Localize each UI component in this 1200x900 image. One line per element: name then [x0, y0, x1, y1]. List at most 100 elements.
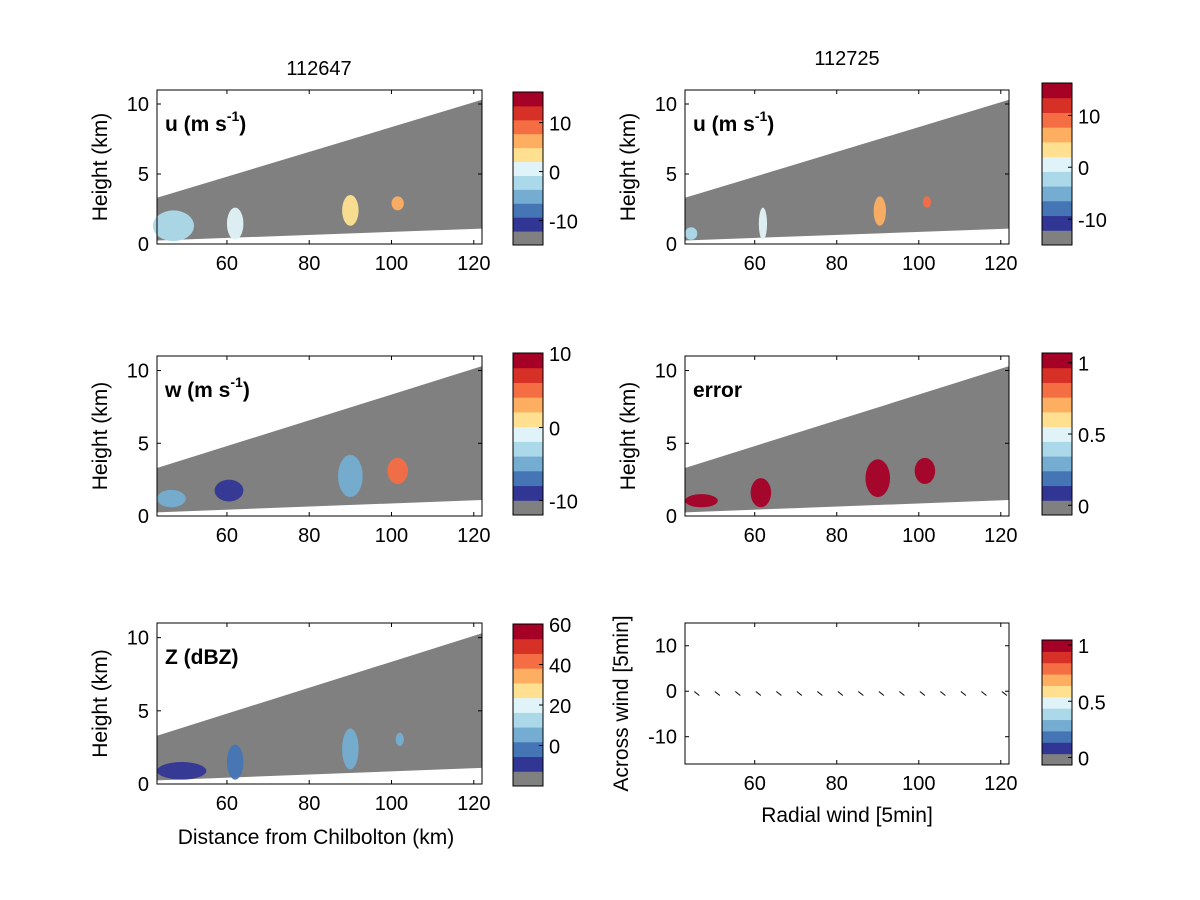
x-tick-label: 100: [375, 253, 408, 275]
wind-arrow: [878, 691, 885, 696]
colorbar-segment: [1042, 141, 1072, 158]
colorbar-segment: [1042, 441, 1072, 457]
y-tick-label: 0: [138, 506, 149, 528]
colorbar-segment: [1042, 730, 1072, 743]
axes-box: [156, 89, 483, 245]
colorbar-segment: [513, 382, 543, 398]
axes-box: [156, 355, 483, 517]
colorbar-segment: [513, 771, 543, 787]
x-tick-label: 120: [984, 253, 1017, 275]
echo-feature: [758, 207, 768, 240]
y-tick-label: 5: [138, 701, 149, 723]
x-tick-label: 100: [902, 525, 935, 547]
panel-label: u (m s-1): [165, 108, 246, 136]
colorbar-tick-label: 1: [1078, 354, 1089, 376]
echo-feature: [157, 762, 207, 780]
y-tick-label: 0: [666, 681, 677, 703]
colorbar-segment: [1042, 112, 1072, 128]
colorbar-segment: [1042, 456, 1072, 472]
wind-arrow: [796, 691, 803, 696]
colorbar-segment: [1042, 186, 1072, 202]
y-tick-label: 5: [138, 433, 149, 455]
colorbar-tick-label: 0: [1078, 496, 1089, 518]
axes-box: [684, 355, 1010, 517]
echo-feature: [387, 457, 408, 484]
y-tick-label: -10: [648, 727, 677, 749]
colorbar-tick-label: 10: [549, 344, 571, 366]
colorbar-segment: [513, 203, 543, 218]
wind-arrow: [1001, 691, 1008, 696]
colorbar-segment: [513, 161, 543, 176]
panel-label: error: [693, 379, 742, 402]
panel-label-superscript: -1: [755, 108, 768, 124]
colorbar-segment: [513, 353, 543, 369]
y-tick-label: 10: [655, 94, 677, 116]
y-tick-label: 0: [138, 774, 149, 796]
echo-feature: [214, 479, 244, 502]
wind-arrow: [693, 691, 700, 696]
y-axis-label: Height (km): [89, 113, 112, 222]
y-tick-label: 5: [666, 164, 677, 186]
x-tick-label: 60: [744, 253, 766, 275]
plot-title-left: 112647: [286, 58, 351, 80]
colorbar-segment: [1042, 708, 1072, 721]
colorbar-segment: [513, 500, 543, 516]
echo-feature: [873, 196, 886, 226]
panel-label-text: u (m s: [693, 113, 755, 136]
echo-feature: [226, 207, 244, 240]
colorbar-tick-label: 10: [1078, 106, 1100, 128]
colorbar-segment: [513, 133, 543, 149]
colorbar-tick-label: 0.5: [1078, 425, 1106, 447]
colorbar-tick-label: 0: [1078, 749, 1089, 771]
wind-arrow: [837, 691, 844, 696]
colorbar-tick-label: 0: [549, 163, 560, 185]
colorbar-segment: [1042, 230, 1072, 246]
colorbar-segment: [1042, 662, 1072, 675]
colorbar-segment: [513, 411, 543, 428]
panel-4: 60 80 100 120 0 5 10 Height (km) error: [617, 355, 1017, 547]
wind-arrow: [919, 691, 926, 696]
panel-label-superscript: -1: [227, 108, 240, 124]
colorbar-segment: [1042, 640, 1072, 652]
y-axis-label: Height (km): [617, 382, 640, 491]
colorbar-segment: [513, 470, 543, 487]
y-tick-label: 5: [138, 164, 149, 186]
colorbar-segment: [513, 756, 543, 772]
x-tick-label: 120: [984, 773, 1017, 795]
wind-arrow: [776, 691, 782, 696]
colorbar-2: 10 0 -10: [1041, 82, 1107, 246]
colorbar-6: 10.50: [1041, 636, 1106, 771]
wind-arrow: [899, 691, 905, 696]
colorbar-tick-label: 10: [549, 114, 571, 136]
colorbar-segment: [513, 668, 543, 684]
wind-arrow: [714, 691, 721, 696]
colorbar-tick-label: 60: [549, 615, 571, 637]
colorbar-segment: [1042, 171, 1072, 187]
echo-feature: [338, 454, 363, 498]
echo-feature: [750, 478, 772, 508]
x-tick-label: 80: [826, 773, 848, 795]
colorbar-segment: [513, 485, 543, 501]
y-tick-label: 0: [666, 506, 677, 528]
colorbar-tick-label: 0.5: [1078, 692, 1106, 714]
x-tick-label: 60: [216, 253, 238, 275]
axes-box: [684, 622, 1010, 765]
colorbar-tick-label: -10: [1078, 210, 1107, 232]
echo-feature: [391, 196, 404, 211]
wind-arrow: [940, 691, 946, 696]
wind-arrow: [858, 691, 864, 696]
colorbar-segment: [1042, 411, 1072, 428]
echo-feature: [922, 196, 932, 208]
colorbar-segment: [1042, 397, 1072, 413]
echo-feature: [342, 728, 359, 770]
panel-label: w (m s-1): [164, 374, 250, 402]
colorbar-segment: [1042, 215, 1072, 231]
x-tick-label: 60: [216, 793, 238, 815]
y-tick-label: 0: [138, 234, 149, 256]
x-tick-label: 80: [826, 525, 848, 547]
colorbar-segment: [513, 653, 543, 669]
colorbar-segment: [1042, 353, 1072, 369]
x-tick-label: 60: [744, 525, 766, 547]
